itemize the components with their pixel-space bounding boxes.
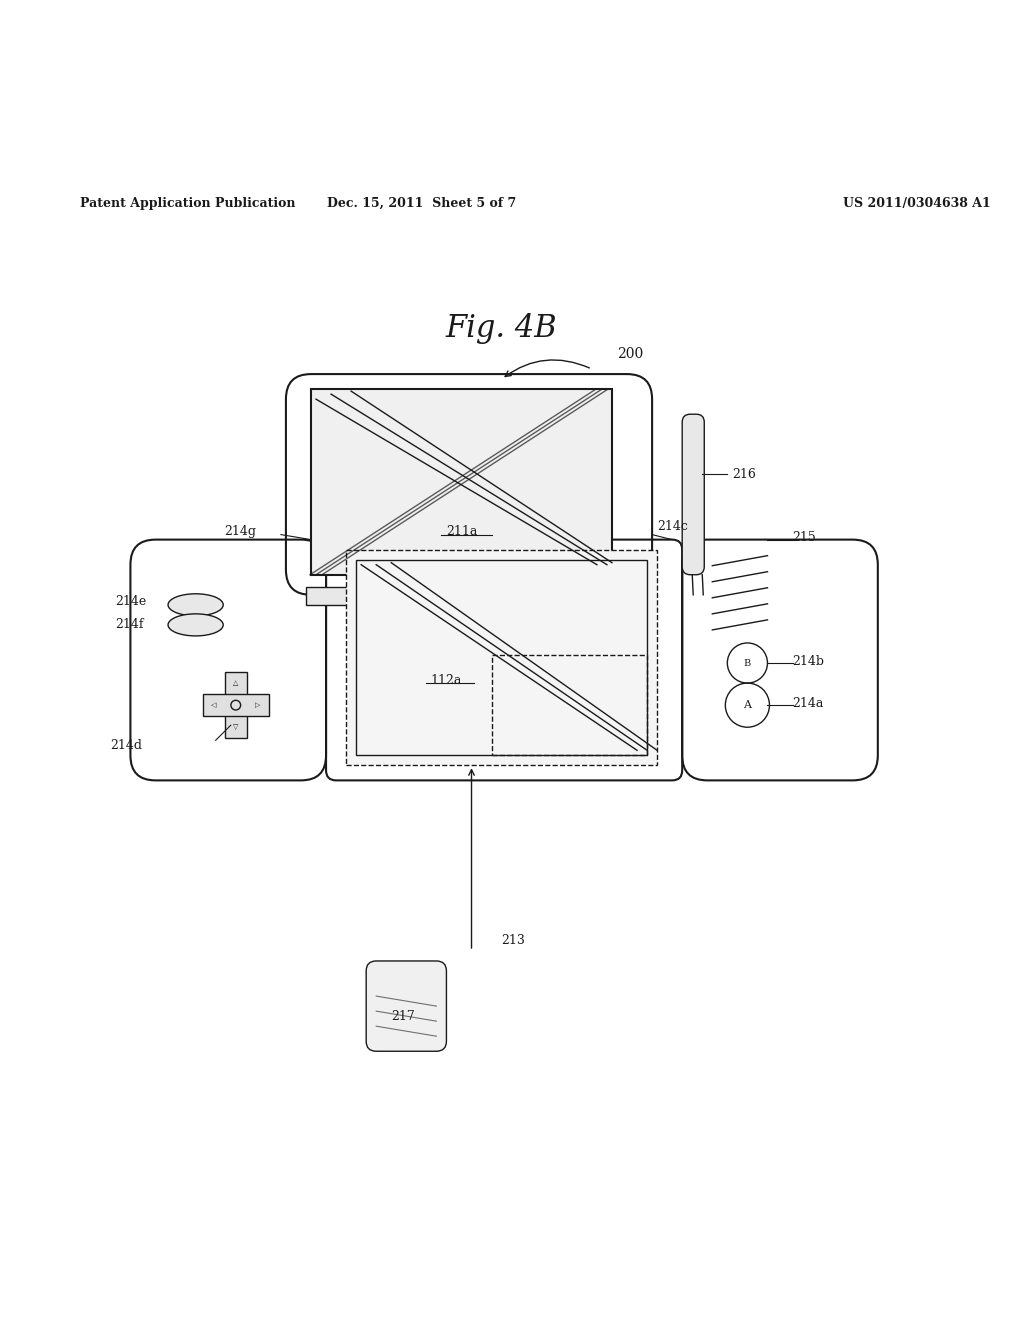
Bar	[356, 560, 647, 755]
Text: 214a: 214a	[793, 697, 824, 710]
Bar	[306, 587, 632, 605]
Text: 214c: 214c	[657, 520, 688, 533]
Text: △: △	[233, 680, 239, 686]
Text: A: A	[743, 700, 752, 710]
Text: US 2011/0304638 A1: US 2011/0304638 A1	[843, 197, 990, 210]
Bar	[492, 655, 647, 755]
Ellipse shape	[168, 594, 223, 616]
Ellipse shape	[168, 614, 223, 636]
Text: 214b: 214b	[793, 655, 824, 668]
Text: 200: 200	[617, 347, 643, 360]
FancyBboxPatch shape	[682, 414, 705, 574]
Text: B: B	[743, 659, 751, 668]
Bar	[346, 549, 657, 766]
Text: 217: 217	[391, 1010, 415, 1023]
Text: 214g: 214g	[224, 525, 256, 539]
Text: 211a: 211a	[445, 525, 477, 539]
Bar	[311, 389, 612, 574]
Text: 214e: 214e	[116, 595, 146, 609]
Text: ◁: ◁	[211, 702, 216, 708]
Text: 215: 215	[793, 531, 816, 544]
Text: 214f: 214f	[116, 618, 143, 631]
Text: 112a: 112a	[431, 673, 462, 686]
FancyBboxPatch shape	[367, 961, 446, 1051]
Text: ▽: ▽	[233, 725, 239, 730]
Text: Patent Application Publication: Patent Application Publication	[80, 197, 296, 210]
Text: Fig. 4B: Fig. 4B	[445, 313, 557, 345]
Text: ▷: ▷	[255, 702, 260, 708]
Bar	[224, 672, 247, 738]
Text: Dec. 15, 2011  Sheet 5 of 7: Dec. 15, 2011 Sheet 5 of 7	[327, 197, 516, 210]
Bar	[203, 694, 269, 717]
Text: 216: 216	[732, 467, 757, 480]
Text: 214d: 214d	[111, 739, 142, 752]
Text: 213: 213	[502, 935, 525, 948]
